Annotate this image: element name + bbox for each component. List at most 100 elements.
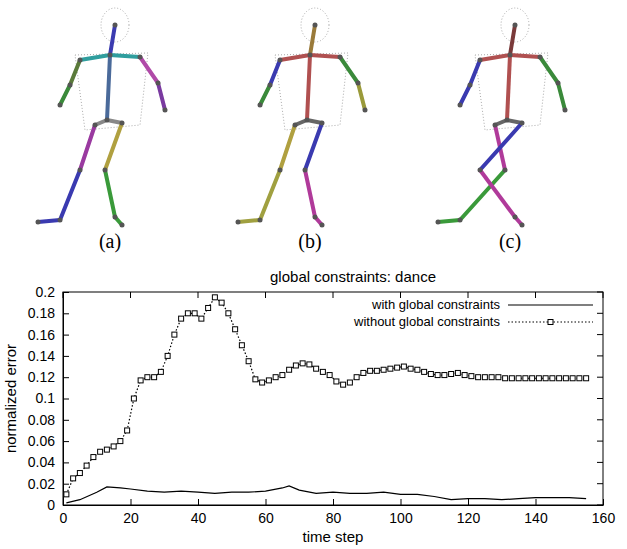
tick-label: 120	[457, 510, 481, 526]
chart-title: global constraints: dance	[270, 268, 436, 285]
marker	[476, 375, 481, 380]
marker	[442, 373, 447, 378]
bone	[158, 83, 165, 110]
joint	[93, 123, 98, 128]
marker	[536, 376, 541, 381]
bone	[340, 57, 358, 83]
joint	[58, 218, 63, 223]
joint	[478, 168, 483, 173]
tick: 0.14	[28, 348, 69, 364]
tick: 0.18	[28, 305, 69, 321]
skeleton	[36, 8, 168, 228]
marker	[71, 476, 76, 481]
point-cloud	[475, 53, 548, 130]
joint	[58, 103, 63, 108]
joint	[563, 108, 568, 113]
bone	[480, 170, 515, 217]
bone	[460, 85, 470, 105]
tick: 80	[326, 499, 342, 526]
marker	[320, 369, 325, 374]
marker	[435, 373, 440, 378]
bone	[270, 60, 280, 85]
bone	[238, 220, 260, 222]
marker	[172, 332, 177, 337]
joint	[513, 23, 518, 28]
tick-mark	[468, 499, 469, 505]
tick-mark	[597, 377, 603, 378]
bone	[70, 60, 80, 85]
bone	[540, 57, 558, 83]
joint	[120, 223, 125, 228]
marker	[273, 375, 278, 380]
marker	[381, 367, 386, 372]
panel-label: (c)	[499, 230, 521, 253]
bone	[310, 25, 315, 55]
marker	[395, 365, 400, 370]
axis-line	[64, 505, 604, 506]
marker	[334, 379, 339, 384]
joint	[278, 168, 283, 173]
legend-swatch	[508, 304, 593, 305]
legend-label: with global constraints	[371, 297, 500, 312]
joint	[113, 215, 118, 220]
point-cloud	[75, 53, 148, 130]
joint	[313, 215, 318, 220]
joint	[105, 118, 110, 123]
joint	[363, 108, 368, 113]
skeleton	[436, 8, 568, 228]
joint	[436, 220, 441, 225]
tick: 120	[457, 499, 481, 526]
marker	[428, 372, 433, 377]
bone	[310, 55, 340, 57]
bone	[480, 55, 510, 60]
marker	[293, 363, 298, 368]
tick: 140	[524, 499, 548, 526]
marker	[280, 373, 285, 378]
y-axis: 00.020.040.060.080.10.120.140.160.180.2	[28, 284, 69, 513]
joint	[113, 23, 118, 28]
marker	[557, 376, 562, 381]
marker	[219, 300, 224, 305]
joint	[103, 168, 108, 173]
plot-frame	[63, 292, 603, 505]
joint	[356, 81, 361, 86]
bone	[140, 57, 158, 83]
bone	[80, 55, 110, 60]
joint	[313, 23, 318, 28]
x-axis: 020406080100120140160	[60, 499, 616, 526]
tick: 0.08	[28, 412, 69, 428]
tick-label: 40	[191, 510, 207, 526]
tick-mark	[597, 462, 603, 463]
tick-label: 80	[326, 510, 342, 526]
marker	[563, 376, 568, 381]
bone	[260, 170, 280, 220]
joint	[258, 218, 263, 223]
tick-label: 160	[592, 510, 616, 526]
marker	[415, 367, 420, 372]
marker	[246, 359, 251, 364]
tick-label: 20	[123, 510, 139, 526]
bone	[80, 125, 95, 170]
joint	[458, 103, 463, 108]
marker	[158, 369, 163, 374]
tick: 40	[191, 499, 207, 526]
marker	[138, 378, 143, 383]
plot-area	[64, 295, 589, 503]
marker	[374, 368, 379, 373]
bone	[507, 55, 510, 120]
tick-mark	[63, 420, 69, 421]
tick-label: 0.12	[28, 369, 55, 385]
marker	[361, 370, 366, 375]
tick-label: 0	[60, 510, 68, 526]
panel-label: (b)	[298, 230, 321, 253]
tick-label: 0.18	[28, 305, 55, 321]
joint	[556, 81, 561, 86]
joint	[163, 108, 168, 113]
point-cloud	[275, 53, 348, 130]
y-axis-title: normalized error	[2, 344, 19, 453]
tick: 0.06	[28, 433, 69, 449]
tick-label: 0.16	[28, 327, 55, 343]
tick-mark	[536, 499, 537, 505]
joint	[538, 55, 543, 60]
marker	[300, 361, 305, 366]
